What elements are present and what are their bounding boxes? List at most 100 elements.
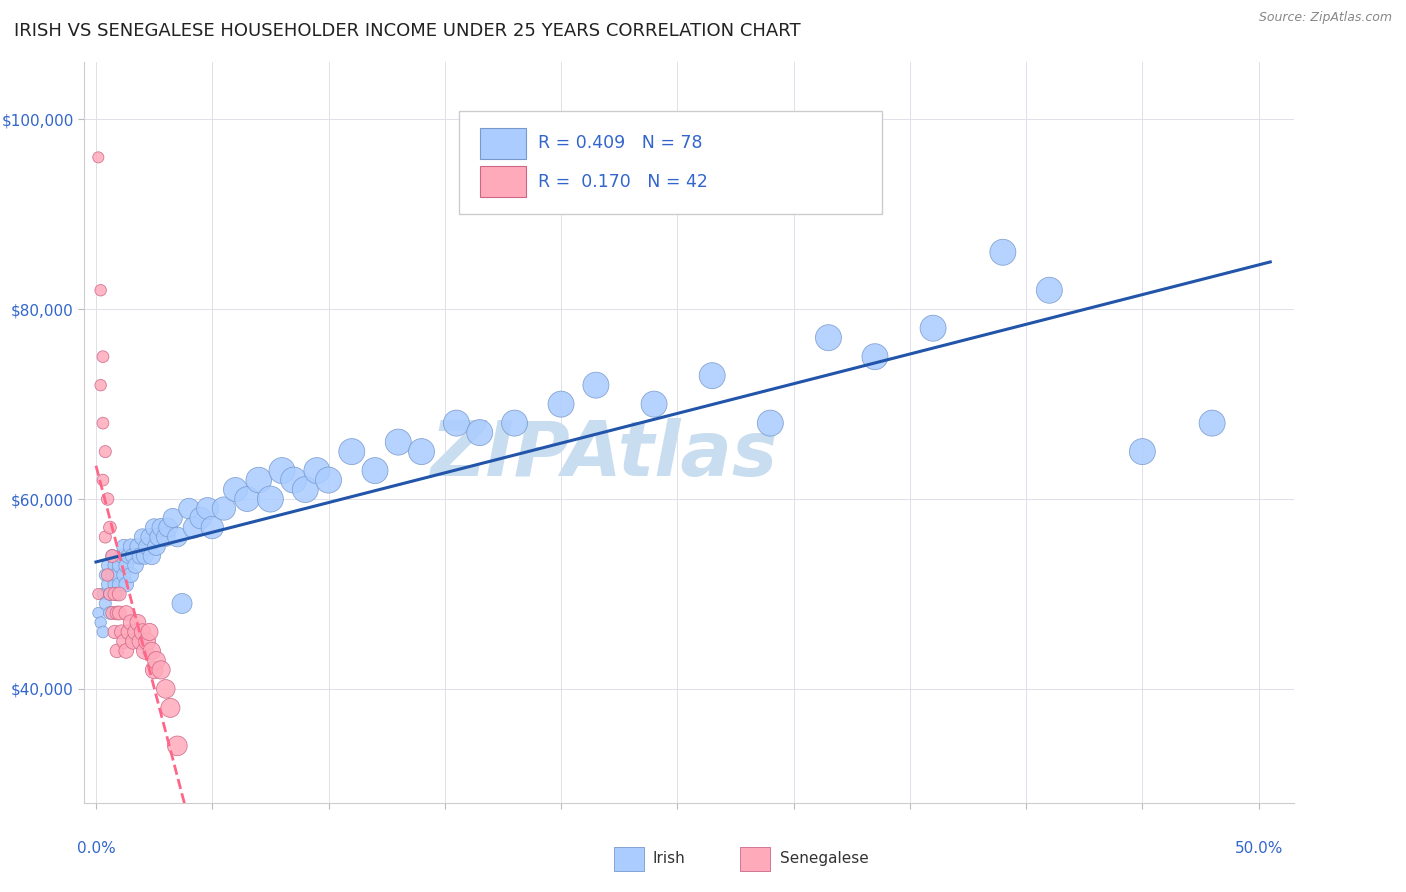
Point (131, 624, 153, 639)
Point (98, 587, 121, 601)
Text: 50.0%: 50.0% (1234, 841, 1282, 855)
Point (1038, 283, 1060, 297)
Point (91, 416, 114, 430)
Point (105, 568, 128, 582)
Point (90, 615, 112, 630)
Bar (740, 847, 770, 871)
Point (150, 663, 173, 677)
Point (90, 283, 112, 297)
Point (87, 587, 110, 601)
Point (131, 530, 153, 544)
Point (108, 587, 131, 601)
Point (115, 606, 138, 620)
Point (1201, 416, 1223, 430)
Point (97, 577, 120, 591)
Point (122, 549, 145, 563)
Point (115, 644, 138, 658)
Point (162, 511, 184, 525)
Point (90, 378, 112, 392)
Point (87, 606, 110, 620)
Point (134, 549, 156, 563)
Point (104, 624, 127, 639)
Point (387, 435, 409, 450)
Point (159, 701, 181, 715)
Point (166, 530, 188, 544)
Point (94, 444, 117, 458)
Point (134, 644, 156, 658)
Point (138, 530, 160, 544)
Point (863, 350, 886, 364)
Point (101, 549, 124, 563)
Point (136, 634, 159, 648)
Point (120, 568, 142, 582)
Point (101, 568, 124, 582)
Point (283, 473, 305, 487)
Point (166, 739, 188, 753)
Point (94, 530, 117, 544)
Point (148, 530, 170, 544)
Point (201, 520, 224, 534)
Point (155, 681, 177, 696)
Point (141, 644, 163, 658)
Point (98, 587, 121, 601)
Point (150, 520, 173, 534)
Point (468, 425, 491, 440)
Point (105, 587, 128, 601)
Point (141, 549, 163, 563)
Point (364, 464, 387, 478)
Point (110, 624, 132, 639)
Point (197, 501, 219, 516)
Point (143, 520, 166, 534)
Point (105, 644, 128, 658)
Point (124, 624, 146, 639)
Point (108, 577, 131, 591)
Point (129, 549, 152, 563)
Point (110, 549, 132, 563)
Point (183, 520, 205, 534)
Point (411, 444, 433, 458)
Point (101, 606, 124, 620)
Point (87, 150, 110, 164)
Point (190, 511, 212, 525)
Text: R = 0.409   N = 78: R = 0.409 N = 78 (538, 134, 702, 153)
Point (91, 624, 114, 639)
Point (922, 321, 945, 335)
Point (503, 416, 526, 430)
Point (122, 634, 145, 648)
Text: IRISH VS SENEGALESE HOUSEHOLDER INCOME UNDER 25 YEARS CORRELATION CHART: IRISH VS SENEGALESE HOUSEHOLDER INCOME U… (14, 22, 800, 40)
Point (97, 568, 120, 582)
Text: Source: ZipAtlas.com: Source: ZipAtlas.com (1258, 11, 1392, 24)
Point (98, 606, 121, 620)
Point (129, 634, 152, 648)
Point (271, 464, 294, 478)
Point (94, 597, 117, 611)
Point (112, 634, 135, 648)
Point (117, 549, 139, 563)
Point (97, 558, 120, 573)
Text: Irish: Irish (652, 851, 685, 866)
Point (117, 624, 139, 639)
Point (1132, 444, 1154, 458)
Point (340, 444, 363, 458)
Point (112, 540, 135, 554)
Point (212, 501, 235, 516)
Point (108, 606, 131, 620)
Text: Senegalese: Senegalese (780, 851, 869, 866)
Point (991, 245, 1014, 260)
Text: R =  0.170   N = 42: R = 0.170 N = 42 (538, 173, 707, 191)
Point (155, 530, 177, 544)
Point (112, 568, 135, 582)
Point (115, 577, 138, 591)
Point (91, 350, 114, 364)
FancyBboxPatch shape (460, 111, 883, 214)
Point (104, 577, 127, 591)
Point (247, 473, 270, 487)
Bar (614, 847, 644, 871)
Point (259, 491, 281, 506)
Point (305, 464, 328, 478)
Point (225, 483, 247, 497)
Point (104, 587, 127, 601)
Point (98, 520, 121, 534)
Point (91, 473, 114, 487)
Bar (479, 128, 526, 159)
